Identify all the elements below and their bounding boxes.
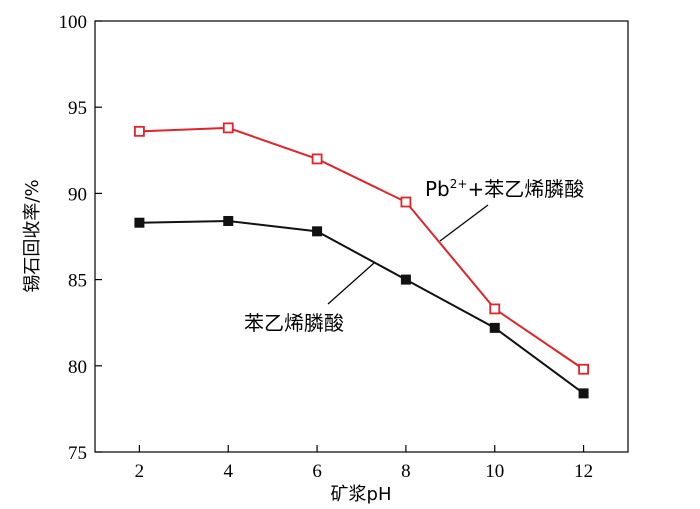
y-tick-label: 100	[59, 12, 88, 33]
series-label-leader-pb	[439, 204, 489, 242]
y-axis: 75 80 85 90 95 100	[59, 12, 102, 464]
data-point	[489, 303, 501, 315]
series-layer	[134, 122, 589, 399]
data-point	[400, 274, 411, 285]
y-tick-label: 85	[68, 271, 87, 292]
data-point	[312, 226, 323, 237]
x-tick-label: 8	[401, 461, 411, 482]
x-tick-label: 10	[485, 461, 504, 482]
data-point	[311, 153, 323, 165]
data-point	[134, 217, 145, 228]
x-tick-label: 12	[574, 461, 593, 482]
data-point	[489, 322, 500, 333]
y-tick-label: 90	[68, 184, 87, 205]
series-line	[139, 126, 585, 371]
y-tick-label: 95	[68, 98, 87, 119]
x-tick-label: 6	[312, 461, 322, 482]
y-tick-label: 75	[68, 443, 87, 464]
y-axis-title: 锡石回收率/%	[22, 179, 43, 292]
data-point	[400, 196, 412, 208]
x-tick-label: 4	[224, 461, 234, 482]
y-tick-label: 80	[68, 357, 87, 378]
x-tick-label: 2	[135, 461, 145, 482]
series-label-phosphonic: 苯乙烯膦酸	[244, 311, 344, 335]
data-point	[223, 215, 234, 226]
series-label-leader-plain	[327, 262, 375, 305]
data-point	[578, 363, 589, 375]
series-label-pb-phosphonic: Pb2++苯乙烯膦酸	[425, 177, 584, 201]
data-point	[578, 388, 589, 399]
x-axis-title: 矿浆pH	[331, 484, 392, 505]
data-point	[222, 122, 234, 134]
plot-frame	[94, 20, 629, 453]
series-line	[139, 219, 585, 395]
series-2	[134, 215, 589, 399]
x-axis: 2 4 6 8 10 12	[135, 445, 593, 482]
data-point	[134, 125, 145, 137]
series-1	[134, 122, 589, 375]
